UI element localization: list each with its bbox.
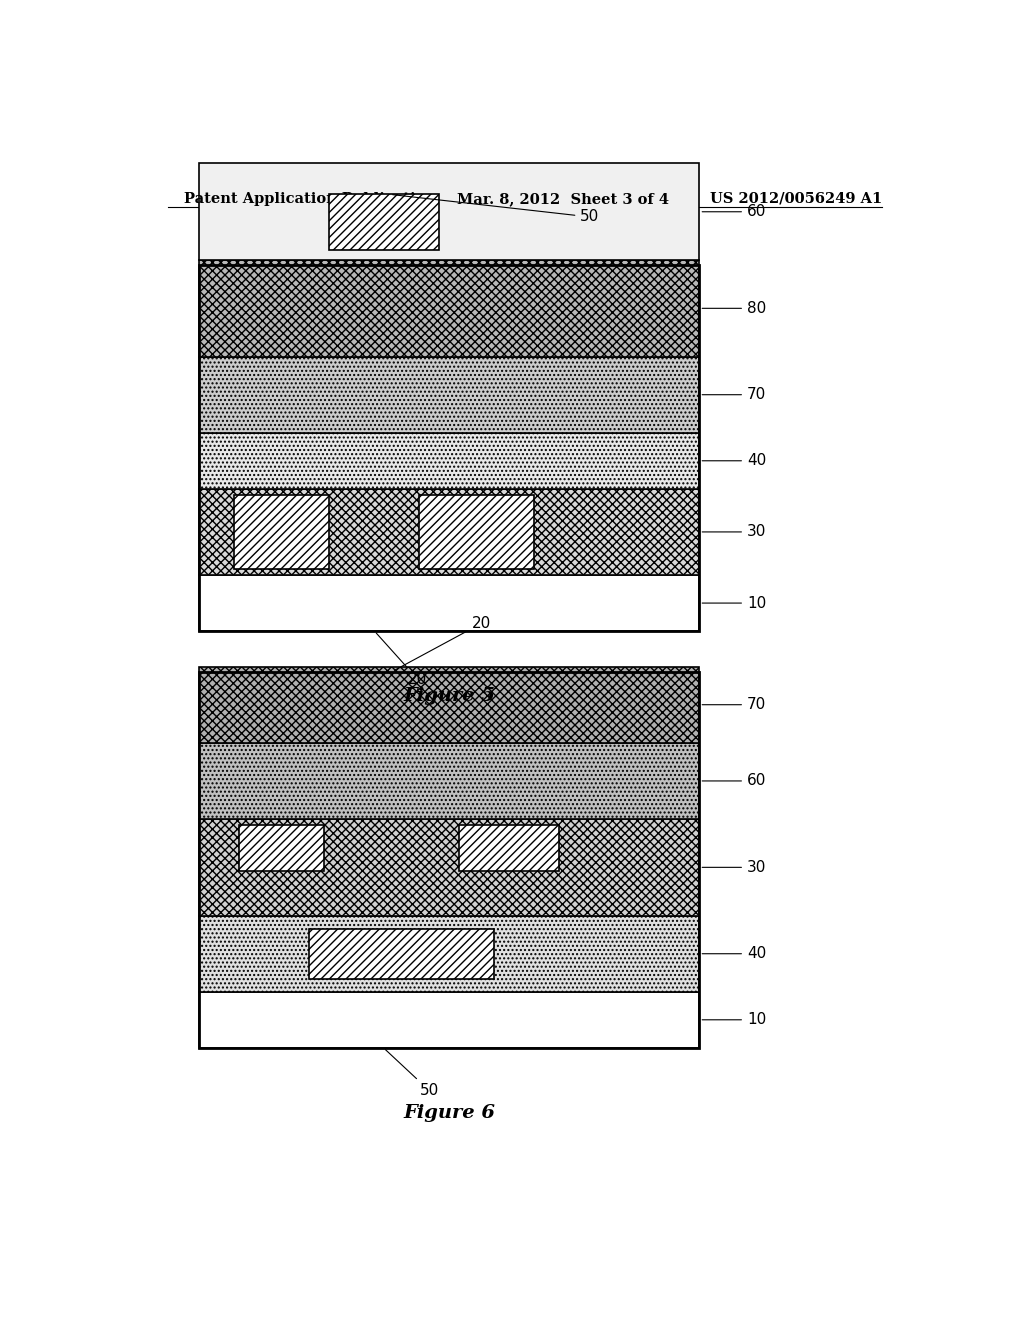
Bar [200, 488, 699, 576]
Bar [240, 825, 325, 871]
Text: Figure 5: Figure 5 [403, 686, 496, 705]
Text: 80: 80 [702, 301, 766, 315]
Text: 20: 20 [376, 634, 427, 686]
Bar [200, 916, 699, 991]
Text: 20: 20 [394, 616, 490, 671]
Text: Figure 6: Figure 6 [403, 1104, 496, 1122]
Text: 30: 30 [702, 524, 766, 540]
Text: 10: 10 [702, 1012, 766, 1027]
Text: 10: 10 [702, 595, 766, 611]
Text: 70: 70 [702, 697, 766, 713]
Bar [200, 667, 699, 743]
Text: 50: 50 [392, 194, 600, 224]
Bar [200, 991, 699, 1048]
Bar [460, 825, 559, 871]
Bar [200, 356, 699, 433]
Text: US 2012/0056249 A1: US 2012/0056249 A1 [710, 191, 882, 206]
Bar [234, 495, 330, 569]
Bar [200, 260, 699, 356]
Bar [200, 672, 699, 1048]
Text: 30: 30 [702, 859, 766, 875]
Bar [420, 495, 535, 569]
Text: 50: 50 [385, 1049, 439, 1098]
Bar [330, 194, 439, 251]
Bar [200, 433, 699, 488]
Text: 40: 40 [702, 946, 766, 961]
Bar [200, 743, 699, 818]
Text: 40: 40 [702, 453, 766, 469]
Text: Mar. 8, 2012  Sheet 3 of 4: Mar. 8, 2012 Sheet 3 of 4 [458, 191, 670, 206]
Bar [200, 164, 699, 260]
Text: Patent Application Publication: Patent Application Publication [183, 191, 435, 206]
Bar [200, 818, 699, 916]
Text: 60: 60 [702, 774, 766, 788]
Bar [200, 576, 699, 631]
Text: 60: 60 [702, 205, 766, 219]
Bar [309, 929, 495, 978]
Bar [200, 265, 699, 631]
Text: 70: 70 [702, 387, 766, 403]
